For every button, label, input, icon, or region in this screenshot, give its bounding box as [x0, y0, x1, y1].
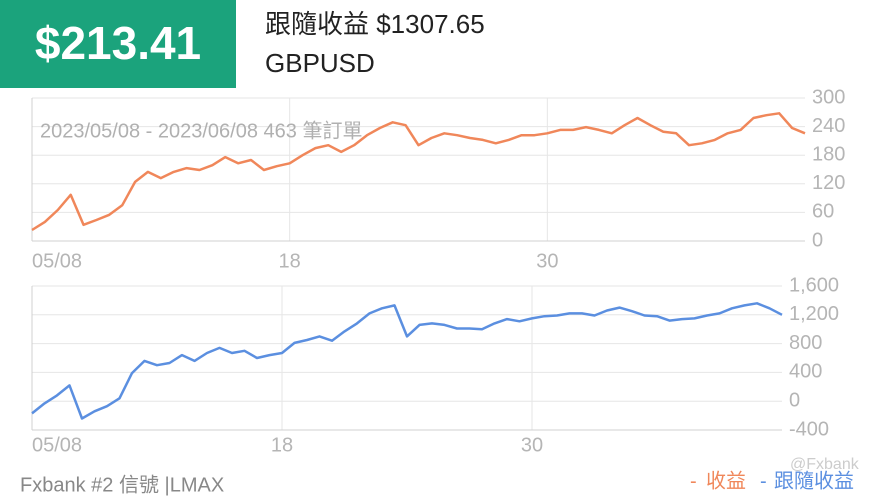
x-tick-label: 30 — [536, 250, 558, 272]
x-tick-label: 05/08 — [32, 250, 82, 272]
y-tick-label: 120 — [812, 172, 845, 194]
y-tick-label: 800 — [789, 332, 822, 354]
balance-badge — [0, 0, 236, 88]
watermark: @Fxbank — [790, 456, 860, 473]
legend-dash: - — [690, 470, 697, 492]
x-tick-label: 05/08 — [32, 434, 82, 456]
y-tick-label: 60 — [812, 201, 834, 223]
y-tick-label: 400 — [789, 361, 822, 383]
chart: 0 60 120 180 240 300 05/08 18 30 2023/05/08 - 202… — [31, 86, 845, 272]
subtitle: 2023/05/08 - 2023/06/08 463 筆訂單 — [40, 119, 362, 142]
legend-label: 跟隨收益 — [774, 469, 854, 492]
y-tick-label: 240 — [812, 115, 845, 137]
series-line — [31, 112, 806, 232]
legend-label: 收益 — [706, 469, 746, 492]
x-tick-label: 30 — [521, 434, 543, 456]
legend-dash: - — [760, 470, 767, 492]
y-tick-label: 180 — [812, 143, 845, 165]
follow-title: 跟隨收益 $1307.65 — [265, 9, 485, 39]
chart: -400 0 400 800 1,200 1,600 05/08 18 30 — [31, 274, 839, 456]
x-tick-label: 18 — [271, 434, 293, 456]
source: Fxbank #2 信號 |LMAX — [20, 473, 224, 496]
y-tick-label: 1,200 — [789, 303, 839, 325]
balance: $213.41 — [35, 17, 201, 69]
y-tick-label: 0 — [789, 389, 800, 411]
series-line — [31, 302, 783, 420]
legend: - 收益 - 跟隨收益 — [690, 469, 854, 492]
y-tick-label: 1,600 — [789, 274, 839, 296]
symbol: GBPUSD — [265, 48, 375, 78]
x-tick-label: 18 — [279, 250, 301, 272]
y-tick-label: 300 — [812, 86, 845, 108]
y-tick-label: -400 — [789, 418, 829, 440]
y-tick-label: 0 — [812, 229, 823, 251]
